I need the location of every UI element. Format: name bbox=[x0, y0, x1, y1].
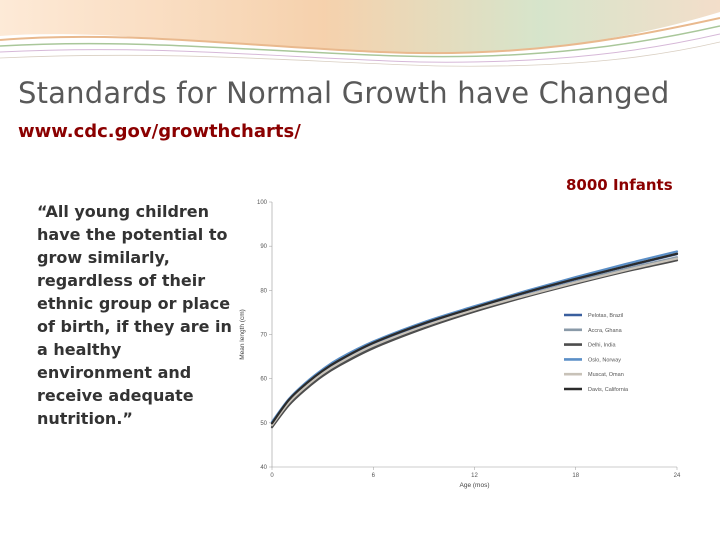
legend-label-4: Muscat, Oman bbox=[588, 372, 624, 378]
series-line-5 bbox=[270, 252, 679, 425]
decorative-banner bbox=[0, 0, 720, 67]
x-tick-label: 12 bbox=[471, 473, 478, 479]
legend-label-2: Delhi, India bbox=[588, 343, 616, 349]
legend-label-5: Davis, California bbox=[588, 387, 629, 393]
y-tick-label: 70 bbox=[260, 333, 267, 339]
source-url: www.cdc.gov/growthcharts/ bbox=[18, 121, 301, 142]
legend-label-0: Pelotas, Brazil bbox=[588, 313, 623, 319]
growth-chart: 40 50 60 70 80 90 100 0 6 12 18 24 Age (mos) Mean len… bbox=[232, 190, 692, 495]
y-tick-label: 100 bbox=[257, 200, 268, 206]
y-tick-label: 40 bbox=[260, 465, 267, 471]
x-tick-label: 24 bbox=[674, 473, 681, 479]
x-tick-label: 0 bbox=[270, 473, 274, 479]
series-line-2 bbox=[270, 259, 679, 429]
chart-background bbox=[232, 190, 692, 495]
x-axis-label: Age (mos) bbox=[460, 482, 490, 489]
series-line-4 bbox=[270, 257, 679, 427]
y-tick-label: 90 bbox=[260, 244, 267, 250]
x-tick-label: 6 bbox=[372, 473, 376, 479]
y-tick-label: 80 bbox=[260, 288, 267, 294]
chart-caption: 8000 Infants bbox=[566, 176, 673, 194]
y-tick-label: 50 bbox=[260, 421, 267, 427]
quote-text: “All young children have the potential t… bbox=[37, 202, 232, 428]
legend-label-3: Oslo, Norway bbox=[588, 357, 621, 363]
slide-title: Standards for Normal Growth have Changed bbox=[18, 76, 670, 110]
y-axis-label: Mean length (cm) bbox=[239, 309, 246, 360]
y-tick-label: 60 bbox=[260, 377, 267, 383]
legend-label-1: Accra, Ghana bbox=[588, 328, 623, 334]
x-tick-label: 18 bbox=[572, 473, 579, 479]
